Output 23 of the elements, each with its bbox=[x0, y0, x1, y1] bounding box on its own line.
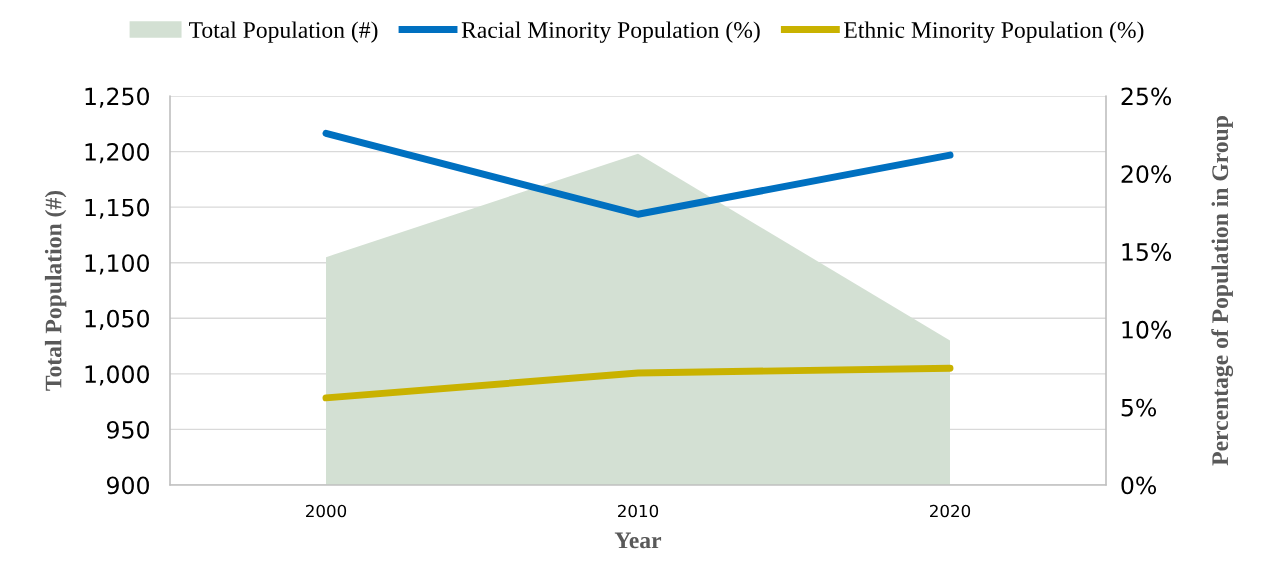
legend-label: Total Population (#) bbox=[189, 21, 378, 43]
y-tick-label: 1,050 bbox=[85, 309, 149, 330]
x-axis-title: Year bbox=[614, 532, 662, 549]
x-tick-label: 2000 bbox=[306, 504, 347, 518]
y-axis-title: Total Population (#) bbox=[44, 190, 67, 391]
y-tick-label: 900 bbox=[106, 476, 149, 495]
legend-label: Racial Minority Population (%) bbox=[461, 21, 760, 43]
y2-tick-label: 25% bbox=[1121, 87, 1172, 106]
x-tick-label: 2010 bbox=[618, 504, 659, 518]
y-tick-label: 1,150 bbox=[85, 198, 149, 219]
y2-tick-label: 20% bbox=[1121, 165, 1172, 184]
y2-axis-title: Percentage of Population in Group bbox=[1211, 116, 1234, 466]
legend-label: Ethnic Minority Population (%) bbox=[844, 21, 1144, 43]
y-tick-label: 1,250 bbox=[85, 87, 149, 108]
y-tick-label: 1,000 bbox=[85, 365, 149, 386]
y2-tick-label: 10% bbox=[1122, 320, 1172, 339]
y-tick-label: 950 bbox=[106, 420, 149, 439]
y2-tick-label: 5% bbox=[1121, 398, 1157, 417]
y2-tick-label: 15% bbox=[1122, 243, 1172, 261]
y-tick-label: 1,100 bbox=[85, 254, 149, 275]
y-tick-label: 1,200 bbox=[85, 143, 149, 164]
x-tick-label: 2020 bbox=[930, 504, 971, 518]
y2-tick-label: 0% bbox=[1121, 476, 1157, 495]
